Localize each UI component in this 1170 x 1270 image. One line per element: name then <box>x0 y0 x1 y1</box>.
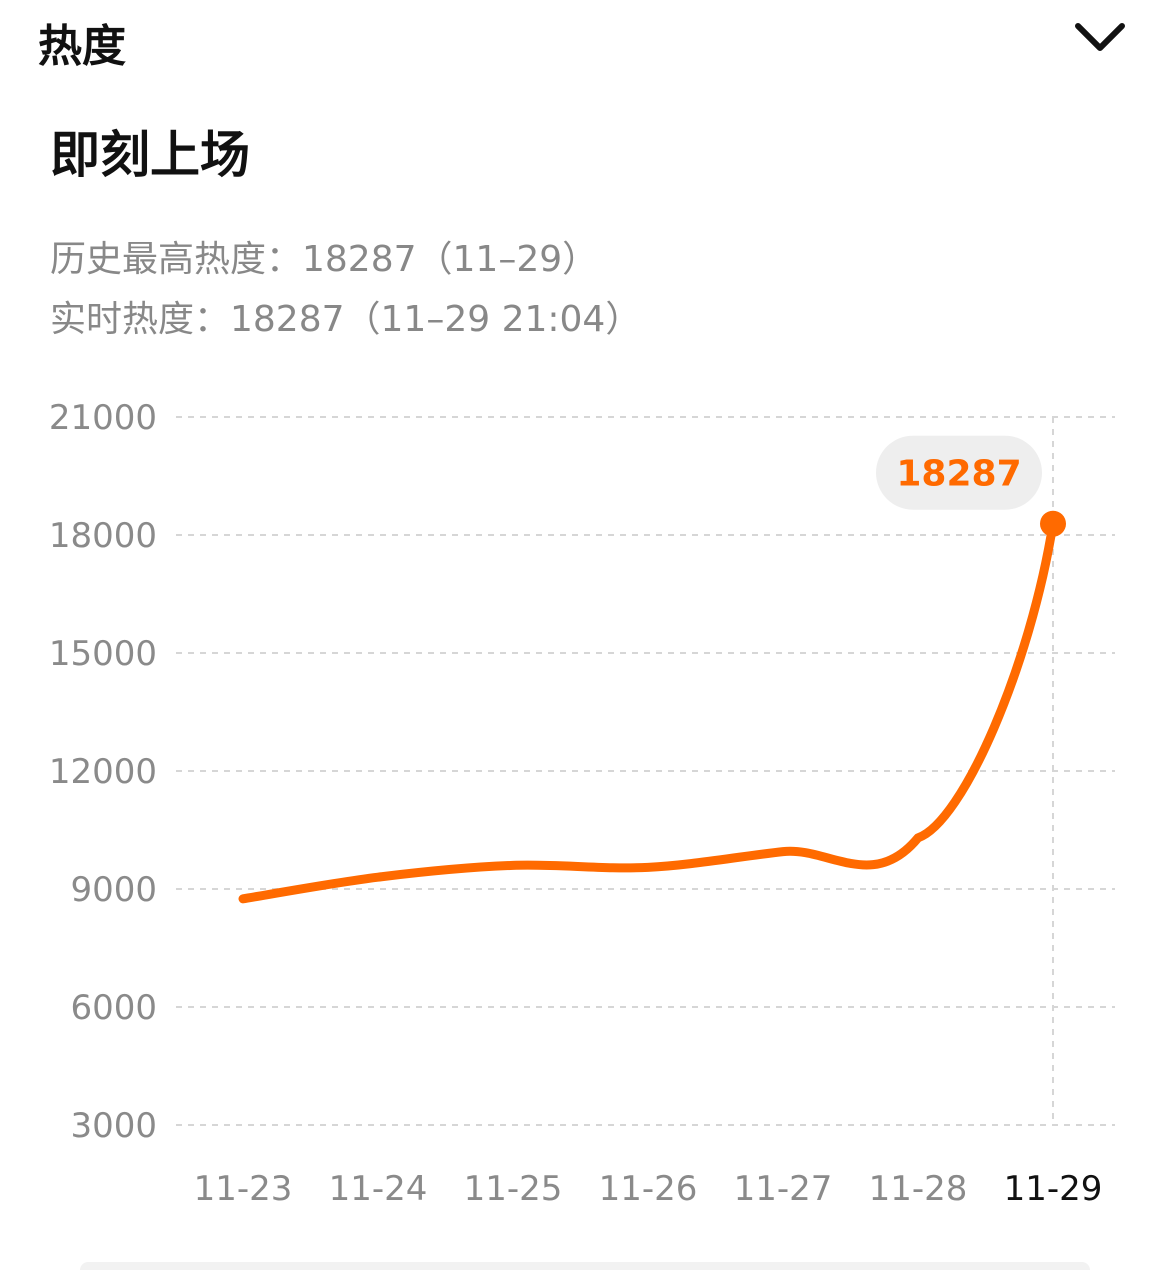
x-tick-label: 11-29 <box>1004 1169 1103 1209</box>
data-point <box>1040 510 1066 537</box>
peak-heat-stat: 历史最高热度：18287（11–29） <box>50 239 599 280</box>
collapse-button[interactable] <box>1070 12 1130 62</box>
y-tick-label: 3000 <box>70 1106 157 1146</box>
y-tick-label: 18000 <box>49 516 157 556</box>
y-tick-label: 6000 <box>70 988 157 1028</box>
y-tick-label: 9000 <box>70 870 157 910</box>
x-tick-label: 11-24 <box>329 1169 428 1209</box>
y-tick-label: 15000 <box>49 634 157 674</box>
x-tick-label: 11-27 <box>734 1169 833 1209</box>
series-line <box>238 519 1058 904</box>
y-tick-label: 12000 <box>49 752 157 792</box>
x-tick-label: 11-23 <box>194 1169 293 1209</box>
y-tick-label: 21000 <box>49 398 157 438</box>
x-tick-label: 11-26 <box>599 1169 698 1209</box>
bottom-panel-edge <box>80 1262 1090 1270</box>
chevron-down-icon <box>1075 23 1125 51</box>
realtime-heat-stat: 实时热度：18287（11–29 21:04） <box>50 299 642 340</box>
value-bubble-label: 18287 <box>896 454 1021 495</box>
value-bubble <box>876 435 1042 510</box>
x-tick-label: 11-25 <box>464 1169 563 1209</box>
section-title: 热度 <box>38 21 126 72</box>
x-tick-label: 11-28 <box>869 1169 968 1209</box>
chart-name: 即刻上场 <box>50 126 250 184</box>
